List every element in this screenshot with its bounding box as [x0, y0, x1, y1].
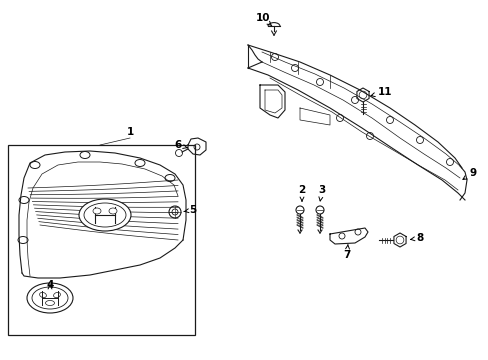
Ellipse shape: [54, 292, 61, 298]
Text: 4: 4: [46, 280, 54, 290]
Text: 5: 5: [183, 205, 196, 215]
Text: 11: 11: [370, 87, 391, 97]
Text: 3: 3: [318, 185, 325, 201]
Ellipse shape: [27, 283, 73, 313]
Ellipse shape: [40, 292, 46, 298]
Ellipse shape: [93, 208, 101, 214]
Text: 2: 2: [298, 185, 305, 201]
Bar: [8, 145, 195, 335]
Text: 7: 7: [343, 244, 350, 260]
Text: 8: 8: [410, 233, 423, 243]
Text: 1: 1: [126, 127, 133, 137]
Ellipse shape: [79, 199, 131, 231]
Ellipse shape: [109, 208, 117, 214]
Text: 10: 10: [255, 13, 271, 26]
Ellipse shape: [45, 301, 54, 306]
Text: 6: 6: [174, 140, 187, 150]
Text: 9: 9: [462, 168, 476, 179]
